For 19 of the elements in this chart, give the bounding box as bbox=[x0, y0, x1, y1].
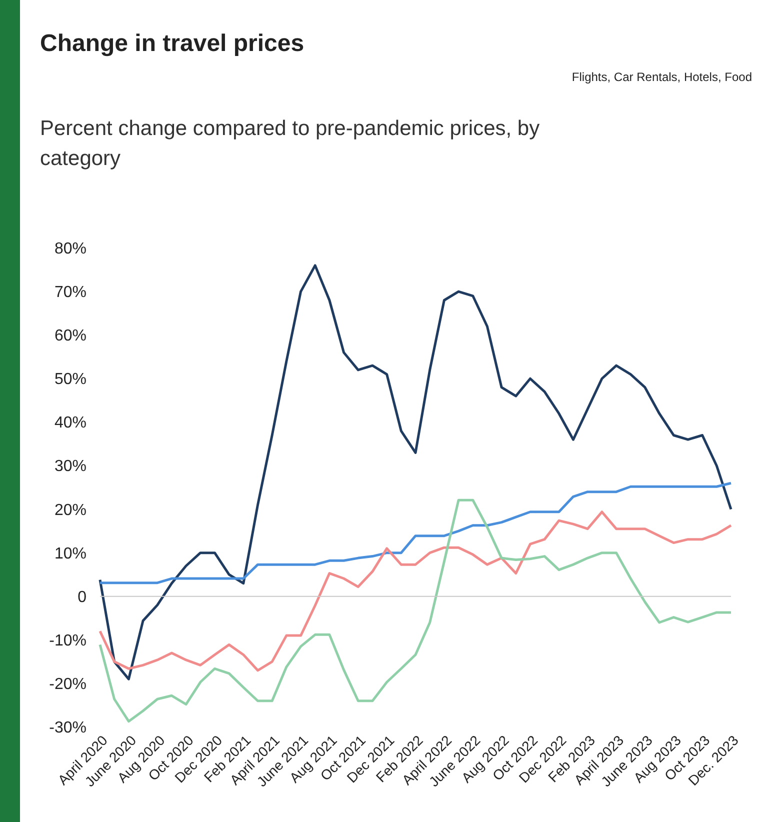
line-series bbox=[98, 498, 732, 723]
y-tick-label: -20% bbox=[49, 676, 86, 693]
y-tick-label: 60% bbox=[54, 328, 86, 345]
y-tick-label: -10% bbox=[49, 632, 86, 650]
y-tick-label: 30% bbox=[54, 458, 86, 476]
y-tick-label: 0 bbox=[78, 588, 87, 606]
chart-subtitle: Percent change compared to pre-pandemic prices, by category bbox=[40, 116, 541, 172]
y-tick-label: 10% bbox=[54, 545, 86, 562]
text: Flights, Car Rentals, Hotels, Food bbox=[572, 70, 752, 84]
y-tick-label: 50% bbox=[54, 371, 86, 388]
y-tick-label: 40% bbox=[54, 414, 86, 432]
y-tick-label: 70% bbox=[54, 284, 86, 302]
y-tick-label: -30% bbox=[49, 720, 86, 736]
y-tick-label: 80% bbox=[54, 240, 86, 258]
chart-title: Change in travel prices bbox=[40, 30, 304, 58]
line-series bbox=[98, 510, 732, 672]
line-series bbox=[98, 264, 732, 680]
y-tick-label: 20% bbox=[54, 502, 86, 519]
line-series bbox=[98, 482, 732, 584]
